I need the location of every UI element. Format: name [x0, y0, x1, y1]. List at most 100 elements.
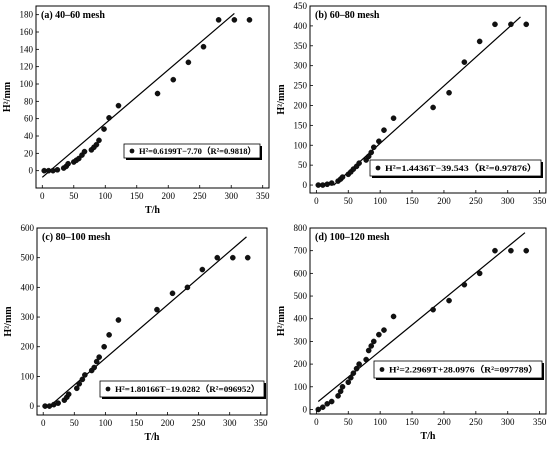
panel-b-data-point — [381, 127, 387, 133]
panel-b-data-point — [376, 138, 382, 145]
panel-a-y-tick-label: 140 — [20, 44, 34, 54]
panel-a-data-point — [231, 17, 238, 23]
panel-d-data-point — [365, 347, 372, 354]
panel-a-x-tick-label: 200 — [161, 191, 175, 201]
panel-a-data-point — [76, 155, 82, 162]
panel-c-data-point — [73, 385, 80, 392]
panel-b-y-axis-title: H²/mm — [276, 84, 287, 115]
panel-c-data-point — [169, 290, 176, 297]
panel-b-data-point — [492, 21, 498, 28]
panel-a-y-axis-title: H²/mm — [2, 81, 13, 112]
panel-c-x-tick-label: 100 — [99, 418, 113, 428]
panel-b-data-point — [368, 149, 375, 156]
panel-d-y-tick-label: 800 — [294, 223, 308, 233]
panel-c-data-point — [115, 317, 122, 323]
panel-d-legend-box — [373, 360, 543, 379]
panel-a-data-point — [81, 148, 88, 155]
panel-b-x-tick-label: 250 — [469, 196, 483, 206]
panel-c-x-axis-title: T/h — [144, 432, 159, 443]
panel-a-data-point — [101, 126, 107, 132]
panel-a-title: (a) 40–60 mesh — [41, 10, 105, 21]
panel-d-data-point — [446, 297, 452, 304]
panel-c-data-point — [65, 391, 72, 398]
panel-b-data-point — [508, 21, 514, 28]
panel-b-y-tick-label: 250 — [294, 81, 308, 91]
panel-d-y-tick-label: 100 — [294, 382, 308, 392]
panel-c-x-tick-label: 250 — [192, 418, 206, 428]
panel-d-legend-equation: H²=2.2969T+28.0976（R²=097789） — [389, 365, 538, 375]
panel-b-x-tick-label: 150 — [405, 196, 419, 206]
panel-c-y-axis-title: H²/mm — [3, 306, 14, 337]
panel-d-x-tick-label: 350 — [533, 417, 547, 427]
panel-c-y-tick-label: 100 — [21, 371, 35, 381]
panel-a-y-tick-label: 160 — [20, 27, 34, 37]
panel-a-x-tick-label: 0 — [40, 191, 45, 201]
panel-a-data-point — [54, 166, 61, 173]
panel-d-data-point — [368, 343, 375, 349]
panel-a-y-tick-label: 0 — [29, 166, 34, 176]
panel-a-data-point — [115, 102, 122, 109]
panel-d-data-point — [370, 338, 377, 345]
panel-c-x-tick-label: 350 — [254, 418, 268, 428]
panel-b-y-tick-label: 350 — [294, 41, 308, 51]
panel-b-data-point — [370, 144, 377, 151]
panel-c-y-tick-label: 300 — [21, 312, 35, 322]
panel-b-x-tick-label: 300 — [501, 196, 515, 206]
panel-a-legend-marker — [129, 148, 135, 154]
panel-b-x-tick-label: 0 — [314, 196, 319, 206]
panel-b-data-point — [476, 38, 483, 45]
panel-c-data-point — [244, 254, 251, 261]
panel-d-x-tick-label: 250 — [469, 417, 483, 427]
panel-d-data-point — [363, 356, 369, 363]
panel-c-y-tick-label: 500 — [21, 253, 35, 263]
panel-a-fit-line — [41, 13, 235, 178]
panel-c-data-point — [55, 400, 61, 406]
panel-c-data-point — [101, 343, 107, 350]
panel-b-data-point — [446, 89, 452, 96]
panel-a-legend-box — [123, 143, 261, 159]
panel-d-data-point — [356, 361, 362, 367]
panel-b-x-tick-label: 200 — [437, 196, 451, 206]
panel-a-y-tick-label: 120 — [20, 62, 34, 72]
panel-d-data-point — [350, 370, 357, 376]
panel-b-legend-equation: H²=1.4436T−39.543（R²=0.97876） — [385, 163, 537, 173]
panel-d-data-point — [381, 327, 387, 333]
panel-a-legend-equation: H²=0.6199T−7.70（R²=0.9818） — [139, 146, 256, 156]
panel-c-data-point — [106, 332, 112, 338]
panel-c-data-point — [96, 354, 102, 360]
panel-d-data-point — [492, 247, 498, 254]
panel-b-y-tick-label: 50 — [298, 160, 308, 170]
panel-c-data-point — [91, 364, 97, 371]
panel-c-data-point — [154, 306, 160, 313]
panel-d-data-point — [345, 379, 352, 386]
panel-a-y-tick-label: 60 — [24, 114, 34, 124]
panel-a: 0 50 100 150 200 250 300 350 0 20 40 60 80 100 120 140 1… — [2, 5, 270, 216]
panel-a-x-tick-label: 150 — [130, 191, 144, 201]
panel-b-data-point — [430, 104, 436, 111]
panel-b-y-tick-label: 450 — [294, 1, 308, 11]
panel-b-data-point — [328, 180, 335, 186]
panel-d-x-axis-title: T/h — [420, 431, 435, 442]
panel-d-x-tick-label: 50 — [344, 417, 354, 427]
panel-c-x-tick-label: 200 — [161, 418, 175, 428]
panel-a-x-tick-label: 250 — [193, 191, 207, 201]
panel-d-y-axis-title: H²/mm — [276, 305, 287, 336]
panel-a-plot-frame — [35, 5, 270, 189]
panel-a-x-tick-label: 300 — [224, 191, 238, 201]
panel-a-x-tick-label: 50 — [69, 191, 79, 201]
panel-c-data-point — [93, 358, 100, 365]
panel-b-x-tick-label: 100 — [373, 196, 387, 206]
panel-c-legend-box — [99, 380, 265, 398]
panel-d-data-point — [461, 281, 468, 288]
panel-b-y-tick-label: 300 — [294, 61, 308, 71]
panel-b-data-point — [339, 174, 346, 180]
panel-d-y-tick-label: 200 — [294, 359, 308, 369]
panel-a-data-point — [246, 17, 253, 23]
panel-a-y-tick-label: 20 — [24, 148, 34, 158]
panel-d-y-tick-label: 700 — [294, 246, 308, 256]
panel-c-data-point — [82, 372, 88, 378]
panel-a-x-axis-title: T/h — [145, 205, 160, 216]
panel-d-data-point — [348, 374, 354, 381]
panel-a-data-point — [185, 59, 192, 66]
